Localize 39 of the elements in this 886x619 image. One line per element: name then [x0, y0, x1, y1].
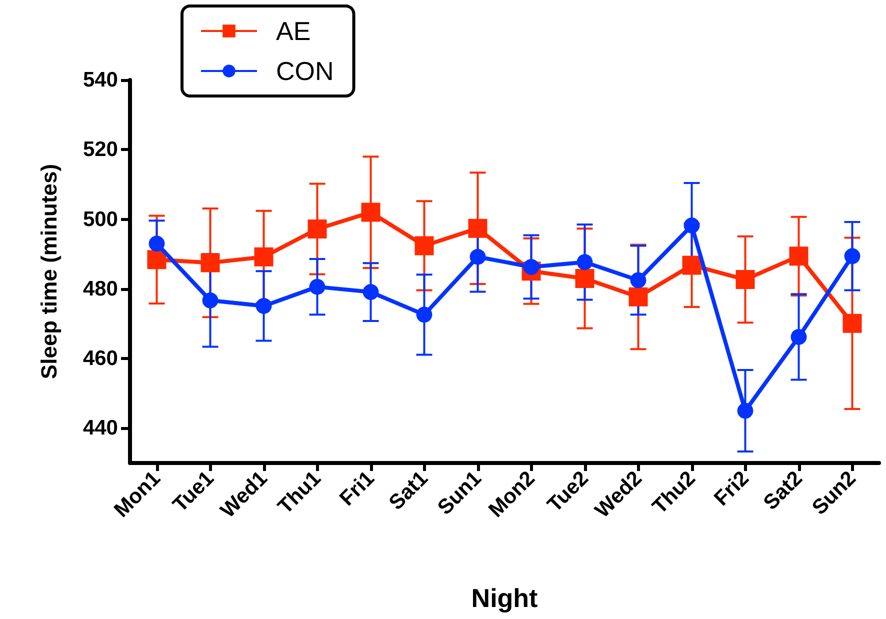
point: [200, 253, 220, 272]
point: [147, 250, 166, 270]
point: [470, 248, 486, 265]
point: [630, 272, 646, 288]
y-tick-label: 520: [82, 138, 118, 162]
point: [254, 247, 274, 266]
point: [308, 220, 327, 239]
y-axis-title: Sleep time (minutes): [36, 164, 62, 380]
point: [789, 246, 808, 266]
point: [684, 218, 700, 234]
point: [361, 202, 380, 222]
y-tick-label: 460: [82, 347, 118, 370]
y-tick-label: 500: [82, 208, 118, 231]
y-tick-label: 440: [82, 416, 118, 440]
point: [256, 298, 272, 314]
x-tick-label: Fri1: [335, 466, 380, 510]
point: [682, 256, 702, 275]
point: [309, 278, 326, 295]
point: [737, 402, 754, 419]
x-tick-label: Fri2: [710, 466, 754, 510]
y-tick-label: 540: [82, 68, 118, 92]
point: [148, 236, 165, 252]
legend-label: CON: [276, 56, 334, 86]
point: [468, 218, 488, 238]
point: [628, 287, 648, 306]
legend-label: AE: [276, 16, 311, 46]
y-tick-label: 480: [82, 277, 118, 300]
point: [523, 258, 540, 275]
point: [790, 328, 807, 345]
point: [362, 284, 379, 300]
point: [576, 254, 593, 270]
point: [202, 292, 218, 308]
point: [736, 270, 755, 290]
point: [414, 236, 434, 256]
point: [416, 306, 432, 323]
point: [575, 268, 594, 288]
point: [842, 314, 862, 333]
point: [844, 248, 860, 264]
x-axis-title: Night: [471, 583, 538, 613]
